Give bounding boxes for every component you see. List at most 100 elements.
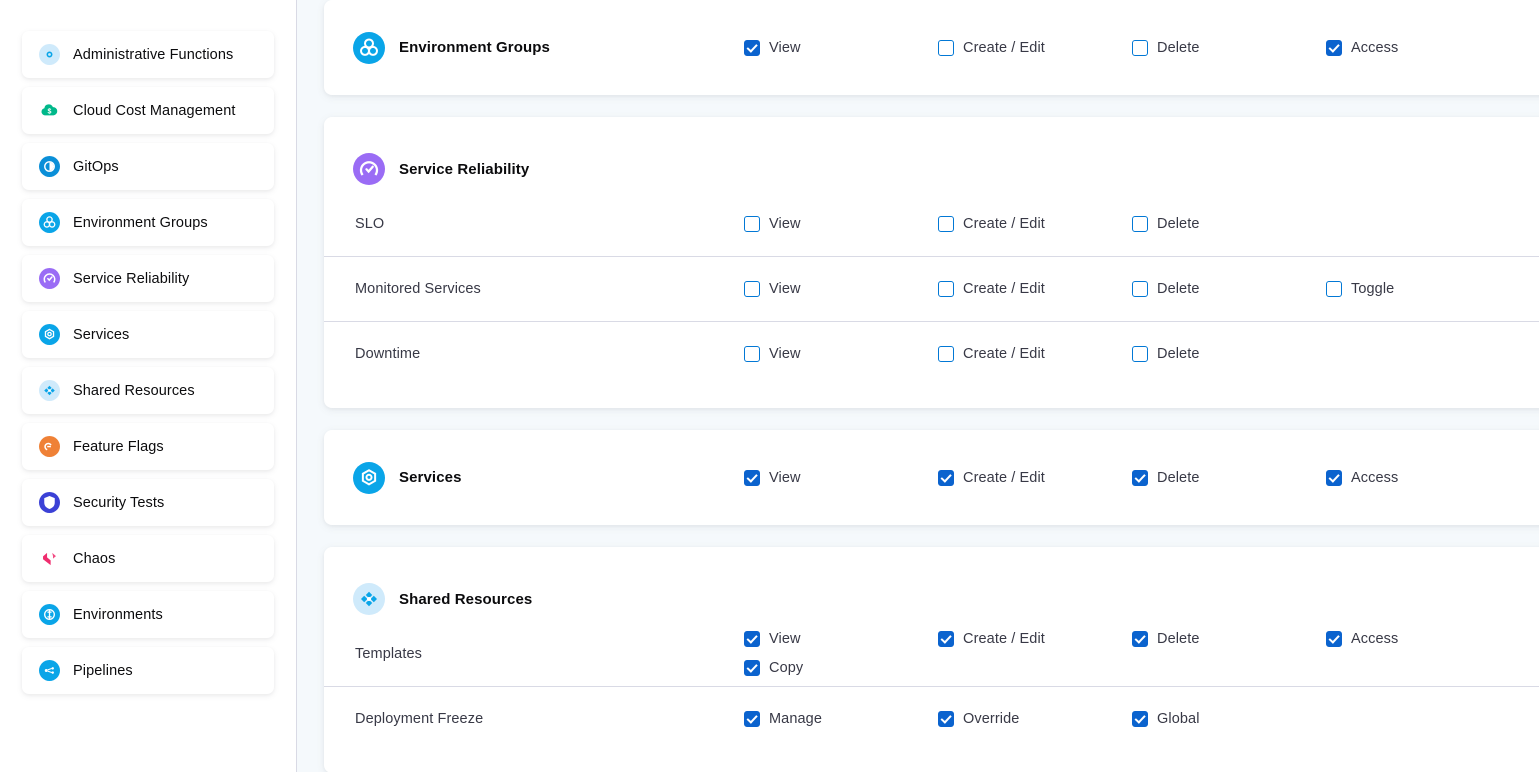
permission-checkbox-delete[interactable]: Delete <box>1132 215 1326 232</box>
sidebar-item-gitops[interactable]: GitOps <box>22 143 274 190</box>
sidebar-item-label: Environment Groups <box>73 214 208 231</box>
card-title: Service Reliability <box>399 160 530 178</box>
permission-row-name: Deployment Freeze <box>355 711 484 727</box>
permission-checkbox-copy[interactable]: Copy <box>744 660 938 676</box>
permission-card-environment-groups: Environment Groups View Create / Edit Delet… <box>324 0 1539 95</box>
permission-checkbox-view[interactable]: View <box>744 281 938 297</box>
permission-label: View <box>769 281 801 297</box>
checkbox-checked-icon[interactable] <box>1326 39 1342 56</box>
permission-checkbox-view[interactable]: View <box>744 346 938 362</box>
checkbox-unchecked-icon[interactable] <box>1132 39 1148 56</box>
permission-row-name: Monitored Services <box>355 281 481 297</box>
permission-checkbox-view[interactable]: View <box>744 39 938 56</box>
permission-column: Create / Edit <box>938 215 1132 232</box>
checkbox-unchecked-icon[interactable] <box>1132 281 1148 297</box>
checkbox-checked-icon[interactable] <box>744 39 760 56</box>
permissions-group: View Create / Edit Delete <box>744 346 1539 362</box>
checkbox-checked-icon[interactable] <box>1132 711 1148 727</box>
permission-checkbox-create-edit[interactable]: Create / Edit <box>938 631 1132 647</box>
checkbox-unchecked-icon[interactable] <box>938 346 954 362</box>
checkbox-checked-icon[interactable] <box>1326 631 1342 647</box>
permission-checkbox-create-edit[interactable]: Create / Edit <box>938 346 1132 362</box>
svg-text:$: $ <box>48 108 52 115</box>
permission-checkbox-override[interactable]: Override <box>938 711 1132 727</box>
permission-checkbox-access[interactable]: Access <box>1326 39 1520 56</box>
sidebar-item-service-reliability[interactable]: Service Reliability <box>22 255 274 302</box>
checkbox-unchecked-icon[interactable] <box>938 39 954 56</box>
sidebar-item-environments[interactable]: Environments <box>22 591 274 638</box>
sidebar-item-label: Shared Resources <box>73 382 195 399</box>
checkbox-checked-icon[interactable] <box>744 631 760 647</box>
card-title: Shared Resources <box>399 590 533 608</box>
checkbox-checked-icon[interactable] <box>938 469 954 486</box>
permission-label: Create / Edit <box>963 469 1045 486</box>
sidebar-item-environment-groups[interactable]: Environment Groups <box>22 199 274 246</box>
checkbox-checked-icon[interactable] <box>1132 631 1148 647</box>
service-reliability-icon <box>39 268 60 289</box>
permission-checkbox-create-edit[interactable]: Create / Edit <box>938 469 1132 486</box>
permission-checkbox-view[interactable]: View <box>744 215 938 232</box>
permission-checkbox-create-edit[interactable]: Create / Edit <box>938 39 1132 56</box>
checkbox-checked-icon[interactable] <box>938 631 954 647</box>
permission-checkbox-create-edit[interactable]: Create / Edit <box>938 281 1132 297</box>
permission-column: Access <box>1326 469 1520 486</box>
sidebar-item-security-tests[interactable]: Security Tests <box>22 479 274 526</box>
checkbox-checked-icon[interactable] <box>744 660 760 676</box>
checkbox-checked-icon[interactable] <box>744 469 760 486</box>
permission-column: Delete <box>1132 281 1326 297</box>
checkbox-unchecked-icon[interactable] <box>938 281 954 297</box>
services-icon <box>353 461 385 494</box>
permission-checkbox-delete[interactable]: Delete <box>1132 346 1326 362</box>
permission-checkbox-access[interactable]: Access <box>1326 631 1520 647</box>
sidebar-item-pipelines[interactable]: Pipelines <box>22 647 274 694</box>
permission-column: Delete <box>1132 39 1326 56</box>
permission-checkbox-access[interactable]: Access <box>1326 469 1520 486</box>
permission-checkbox-view[interactable]: View <box>744 631 938 647</box>
checkbox-unchecked-icon[interactable] <box>1132 346 1148 362</box>
sidebar-item-shared-resources[interactable]: Shared Resources <box>22 367 274 414</box>
permission-row-name: SLO <box>355 215 385 232</box>
sidebar-item-label: Administrative Functions <box>73 46 234 63</box>
permission-label: Access <box>1351 469 1399 486</box>
permission-checkbox-delete[interactable]: Delete <box>1132 281 1326 297</box>
main-content: Environment Groups View Create / Edit Delet… <box>297 0 1539 772</box>
permission-checkbox-global[interactable]: Global <box>1132 711 1326 727</box>
card-title: Services <box>399 469 462 486</box>
sidebar-item-cloud-cost-management[interactable]: $ Cloud Cost Management <box>22 87 274 134</box>
permission-checkbox-manage[interactable]: Manage <box>744 711 938 727</box>
permission-column: Delete <box>1132 215 1326 232</box>
permission-rows: Templates View Copy Create / Edit Delete Acce… <box>324 621 1539 751</box>
gear-circle-icon <box>39 44 60 65</box>
permission-label: Access <box>1351 39 1399 56</box>
sidebar-item-administrative-functions[interactable]: Administrative Functions <box>22 31 274 78</box>
checkbox-unchecked-icon[interactable] <box>1326 281 1342 297</box>
permission-checkbox-create-edit[interactable]: Create / Edit <box>938 215 1132 232</box>
sidebar-item-feature-flags[interactable]: Feature Flags <box>22 423 274 470</box>
permissions-group: View Create / Edit Delete Access <box>744 39 1539 56</box>
checkbox-checked-icon[interactable] <box>1132 469 1148 486</box>
checkbox-unchecked-icon[interactable] <box>744 281 760 297</box>
checkbox-unchecked-icon[interactable] <box>1132 215 1148 232</box>
checkbox-checked-icon[interactable] <box>744 711 760 727</box>
permission-card-service-reliability: Service Reliability SLO View Create / Edit D… <box>324 117 1539 408</box>
sidebar-item-chaos[interactable]: Chaos <box>22 535 274 582</box>
checkbox-unchecked-icon[interactable] <box>938 215 954 232</box>
chaos-icon <box>39 548 60 569</box>
permission-column: Access <box>1326 631 1520 647</box>
permission-checkbox-toggle[interactable]: Toggle <box>1326 281 1520 297</box>
permission-checkbox-delete[interactable]: Delete <box>1132 469 1326 486</box>
permission-row-name: Downtime <box>355 346 421 362</box>
permission-checkbox-view[interactable]: View <box>744 469 938 486</box>
checkbox-checked-icon[interactable] <box>1326 469 1342 486</box>
permission-label: View <box>769 469 801 486</box>
checkbox-unchecked-icon[interactable] <box>744 215 760 232</box>
checkbox-unchecked-icon[interactable] <box>744 346 760 362</box>
sidebar-item-services[interactable]: Services <box>22 311 274 358</box>
permission-label: Create / Edit <box>963 281 1045 297</box>
permission-column: Create / Edit <box>938 346 1132 362</box>
permission-checkbox-delete[interactable]: Delete <box>1132 39 1326 56</box>
permission-label: Access <box>1351 631 1399 647</box>
permission-column: View <box>744 281 938 297</box>
checkbox-checked-icon[interactable] <box>938 711 954 727</box>
permission-checkbox-delete[interactable]: Delete <box>1132 631 1326 647</box>
